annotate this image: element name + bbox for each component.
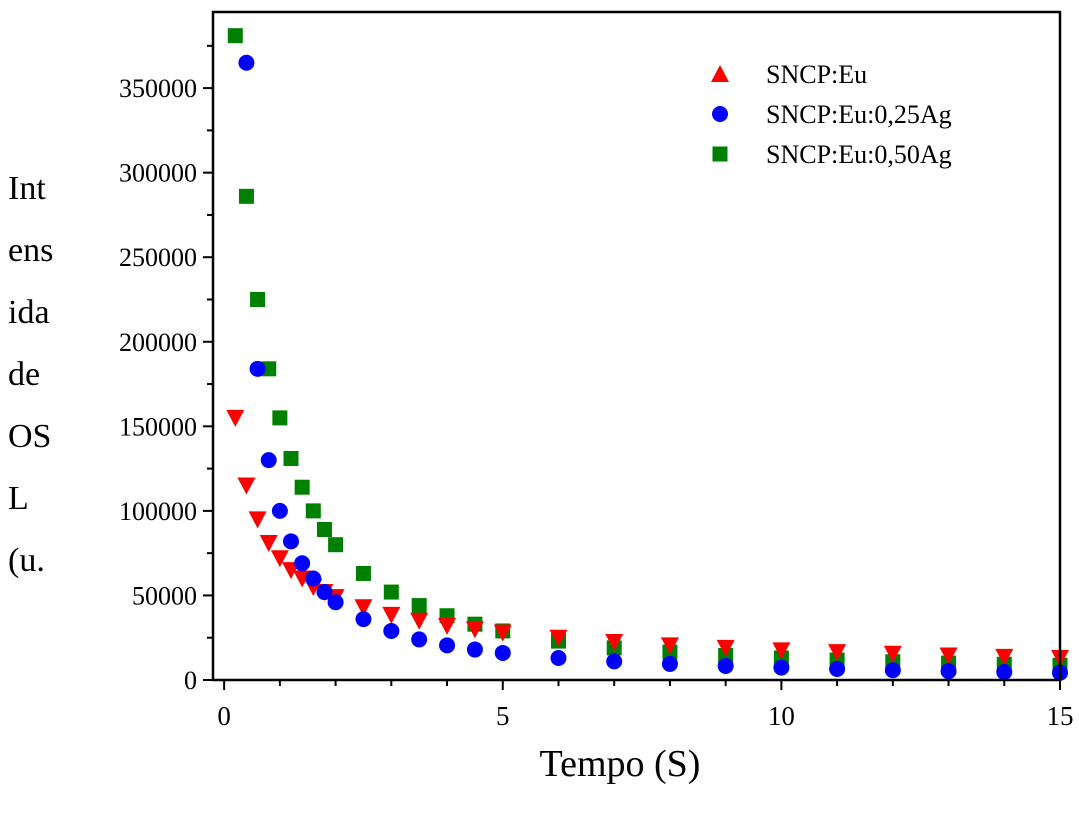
data-point [260,452,277,469]
y-axis-label-line: (u. [8,542,45,579]
y-axis-label-line: L [8,480,29,517]
y-axis-label-line: OS [8,418,52,455]
data-point [305,570,322,587]
data-point [272,410,288,426]
x-tick-label: 5 [496,701,510,731]
y-tick-label: 250000 [119,243,197,272]
series-layer [226,28,1069,681]
data-point [294,479,310,495]
legend-marker [712,146,728,162]
data-point [227,28,243,44]
data-point [939,647,958,665]
data-point [226,409,245,427]
data-point [466,641,483,658]
y-axis-label-line: de [8,356,41,393]
data-point [410,612,429,630]
data-point [305,503,321,519]
data-point [411,631,428,648]
data-point [283,450,299,466]
data-point [995,648,1014,666]
x-tick-label: 10 [768,701,795,731]
data-point [940,663,957,680]
legend-label: SNCP:Eu:0,50Ag [766,140,952,169]
legend-marker [712,106,728,122]
x-tick-label: 0 [217,701,231,731]
data-point [549,629,568,647]
data-point [884,662,901,679]
data-point [316,521,332,537]
data-point [661,655,678,672]
y-axis-label-line: Int [8,170,46,207]
data-point [316,584,333,601]
data-point [270,550,289,568]
data-point [238,188,254,204]
data-point [550,650,567,667]
data-point [494,644,511,661]
legend-label: SNCP:Eu [766,60,867,89]
data-point [383,622,400,639]
data-point [354,599,373,617]
data-point [411,598,427,614]
data-point [660,637,679,655]
data-point [493,624,512,642]
data-point [294,555,311,572]
data-point [717,657,734,674]
data-point [249,360,266,377]
data-point [716,639,735,657]
legend-label: SNCP:Eu:0,25Ag [766,100,952,129]
y-axis-label-line: ens [8,232,54,269]
y-tick-label: 300000 [119,159,197,188]
data-point [829,661,846,678]
data-point [465,621,484,639]
data-point [382,606,401,624]
data-point [250,291,266,307]
data-point [772,642,791,660]
data-point [439,637,456,654]
y-tick-label: 200000 [119,328,197,357]
legend-marker [711,65,729,82]
data-point [438,617,457,635]
series-triangle [226,409,1069,668]
data-point [283,533,300,550]
data-point [261,361,277,377]
data-point [248,511,267,529]
y-tick-label: 50000 [132,581,197,610]
data-point [996,664,1013,681]
y-tick-label: 0 [184,666,197,695]
data-point [271,502,288,519]
data-point [606,653,623,670]
data-point [355,565,371,581]
y-tick-label: 350000 [119,74,197,103]
data-point [355,611,372,628]
y-axis-label: Int ens ida de OS L (u. [8,158,68,592]
data-point [327,594,344,611]
y-axis-label-line: ida [8,294,50,331]
data-point [828,644,847,662]
data-point [883,645,902,663]
data-point [328,537,344,553]
x-tick-label: 15 [1047,701,1074,731]
data-point [605,633,624,651]
data-point [259,535,278,553]
plot-frame [211,10,1062,682]
data-point [383,584,399,600]
legend: SNCP:Eu SNCP:Eu:0,25Ag SNCP:Eu:0,50Ag [711,60,952,169]
data-point [238,54,255,71]
axes-layer: 0 5 10 15 0 50000 100000 150000 200000 250000 3000… [119,10,1074,731]
data-point [773,659,790,676]
y-tick-label: 100000 [119,497,197,526]
data-point [237,477,256,495]
y-tick-label: 150000 [119,412,197,441]
